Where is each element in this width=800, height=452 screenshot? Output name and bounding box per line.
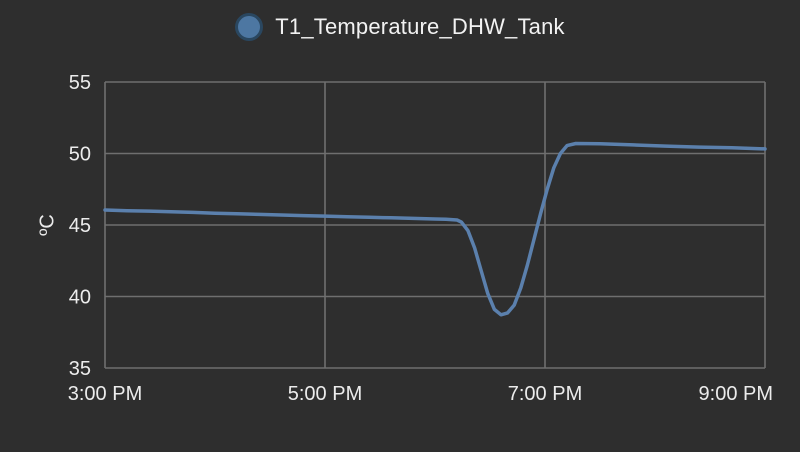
- legend-label: T1_Temperature_DHW_Tank: [275, 14, 565, 39]
- legend-item[interactable]: T1_Temperature_DHW_Tank: [0, 10, 800, 44]
- x-tick-label: 3:00 PM: [68, 383, 142, 405]
- y-tick-label: 35: [69, 358, 91, 380]
- y-tick-label: 40: [69, 287, 91, 309]
- y-tick-label: 55: [69, 72, 91, 94]
- x-tick-label: 7:00 PM: [508, 383, 582, 405]
- y-tick-label: 50: [69, 144, 91, 166]
- x-tick-label: 5:00 PM: [288, 383, 362, 405]
- x-tick-label: 9:00 PM: [699, 383, 773, 405]
- y-tick-label: 45: [69, 215, 91, 237]
- series-line: [103, 141, 767, 317]
- legend-marker-icon: [235, 13, 264, 41]
- y-axis-title: ºC: [36, 214, 59, 236]
